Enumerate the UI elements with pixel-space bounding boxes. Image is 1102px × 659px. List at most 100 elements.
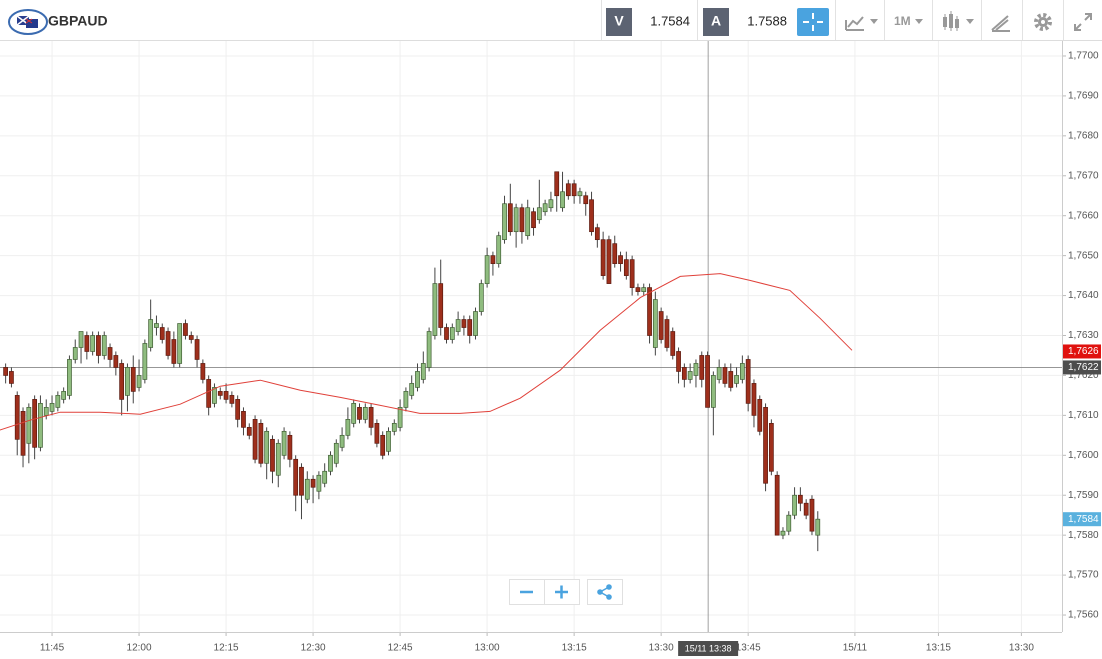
price-marker-label: 1,7622	[1068, 362, 1099, 373]
candle-body	[641, 287, 647, 292]
y-tick-label: 1,7650	[1068, 250, 1099, 261]
candle-body	[490, 255, 496, 264]
candle-body	[455, 319, 461, 332]
share-dot	[606, 594, 612, 600]
settings-icon-hole	[1041, 20, 1045, 24]
candle-body	[722, 367, 728, 384]
candle-body	[351, 403, 357, 424]
candle-body	[484, 255, 490, 284]
candle-body	[606, 239, 612, 284]
share-button[interactable]	[587, 579, 623, 605]
flag-cross	[25, 18, 33, 24]
buy-label[interactable]: A	[711, 13, 721, 29]
candle-body	[20, 411, 26, 456]
candle-body	[159, 327, 165, 340]
candle-body	[670, 331, 676, 356]
candle-body	[809, 498, 815, 532]
candle-body	[589, 199, 594, 233]
buy-price[interactable]: 1.7588	[747, 13, 787, 28]
x-tick-label: 13:15	[562, 643, 587, 654]
crosshair-icon	[803, 13, 823, 31]
symbol[interactable]: GBPAUD	[48, 13, 108, 29]
crosshair-time-label: 15/11 13:38	[685, 643, 732, 653]
candle-body	[444, 327, 449, 340]
candle-body	[542, 203, 548, 213]
candle-body	[212, 387, 217, 404]
y-tick-label: 1,7690	[1068, 91, 1099, 102]
candle-body	[368, 407, 374, 428]
dropdown-arrow	[870, 19, 878, 24]
sell-badge[interactable]	[606, 8, 632, 36]
candle-icon[interactable]	[943, 11, 959, 31]
x-tick-label: 13:00	[475, 643, 500, 654]
moving-average	[0, 273, 853, 431]
candle-body	[304, 478, 310, 500]
y-tick-label: 1,7700	[1068, 51, 1099, 62]
candle-body	[693, 363, 699, 376]
candle-body	[774, 474, 780, 536]
candle-body	[386, 430, 391, 452]
candle-body	[571, 183, 577, 197]
candle-body	[362, 407, 368, 420]
price-marker	[1063, 360, 1101, 375]
candle-body	[217, 391, 223, 396]
candle-body	[432, 283, 438, 336]
y-tick-label: 1,7610	[1068, 410, 1099, 421]
candle-body	[467, 319, 473, 336]
price-marker	[1063, 344, 1101, 359]
candle-body	[130, 367, 136, 392]
candle-body	[287, 434, 293, 460]
candle-body	[246, 426, 252, 436]
candle-body	[299, 466, 304, 496]
candle-body	[751, 383, 757, 416]
candle-body	[780, 530, 786, 536]
flag-au	[26, 19, 38, 28]
candle-body	[618, 255, 623, 264]
candle-body	[136, 375, 142, 388]
fullscreen-icon[interactable]	[1074, 13, 1092, 31]
candle-body	[734, 375, 739, 384]
y-tick-label: 1,7600	[1068, 450, 1099, 461]
flag-highlight	[8, 9, 48, 35]
candle-body	[43, 407, 49, 416]
draw-icon[interactable]	[991, 15, 1010, 32]
crosshair-button[interactable]	[797, 8, 829, 36]
candle-body	[548, 199, 554, 209]
candle-body	[84, 335, 90, 352]
candle-body	[803, 502, 809, 516]
candle-body	[270, 438, 275, 472]
candle-body	[345, 419, 351, 436]
sell-label[interactable]: V	[614, 13, 624, 29]
candle-body	[664, 319, 670, 348]
y-tick-label: 1,7640	[1068, 290, 1099, 301]
candle-body	[72, 347, 78, 360]
y-tick-label: 1,7660	[1068, 210, 1099, 221]
candle-body	[739, 363, 745, 380]
candle-body	[333, 442, 339, 464]
candle-body	[560, 191, 565, 209]
candle-body	[565, 183, 571, 197]
candle-body	[745, 359, 751, 404]
buy-badge[interactable]	[703, 8, 729, 36]
sell-price[interactable]: 1.7584	[650, 13, 690, 28]
candle-body	[38, 403, 43, 448]
candle-body	[148, 319, 154, 348]
candle-body	[223, 391, 229, 400]
chart-type-icon[interactable]	[845, 16, 864, 31]
candle-body	[49, 403, 55, 412]
settings-icon[interactable]	[1034, 13, 1052, 31]
candle-body	[757, 399, 763, 432]
plot-background	[0, 41, 1062, 632]
x-tick-label: 13:30	[649, 643, 674, 654]
candle-body	[612, 243, 618, 264]
x-tick-label: 11:45	[40, 643, 65, 654]
candle-body	[188, 335, 194, 340]
candle-body	[177, 323, 183, 364]
candle-body	[78, 331, 84, 348]
candle-body	[699, 355, 705, 380]
candle-body	[90, 335, 96, 352]
y-tick-label: 1,7670	[1068, 170, 1099, 181]
candle-body	[531, 211, 536, 229]
timeframe[interactable]: 1M	[894, 14, 911, 28]
candle-body	[681, 367, 687, 380]
